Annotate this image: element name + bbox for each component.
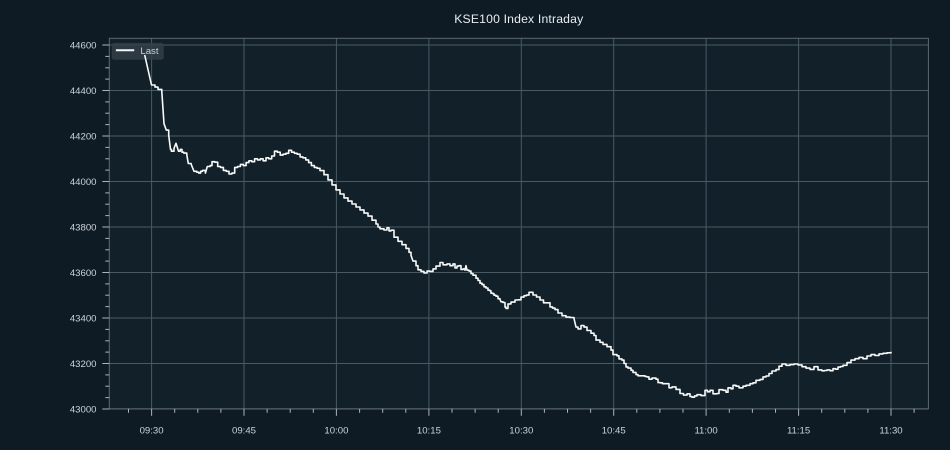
svg-text:44600: 44600	[70, 40, 97, 51]
svg-text:KSE100 Index Intraday: KSE100 Index Intraday	[454, 12, 584, 26]
svg-text:44400: 44400	[70, 86, 97, 97]
svg-text:43400: 43400	[70, 313, 97, 324]
svg-text:11:00: 11:00	[694, 426, 717, 437]
svg-text:44000: 44000	[70, 177, 97, 188]
svg-text:09:30: 09:30	[140, 426, 164, 437]
svg-text:Last: Last	[140, 46, 158, 57]
svg-text:43800: 43800	[70, 222, 97, 233]
svg-text:43200: 43200	[70, 359, 97, 370]
svg-text:09:45: 09:45	[232, 426, 256, 437]
svg-text:10:15: 10:15	[417, 426, 441, 437]
svg-text:11:15: 11:15	[787, 426, 810, 437]
svg-text:43000: 43000	[70, 404, 97, 415]
svg-text:10:30: 10:30	[509, 426, 533, 437]
svg-text:10:45: 10:45	[602, 426, 626, 437]
svg-text:11:30: 11:30	[879, 426, 902, 437]
svg-text:43600: 43600	[70, 268, 97, 279]
svg-text:44200: 44200	[70, 131, 97, 142]
svg-text:10:00: 10:00	[324, 426, 348, 437]
